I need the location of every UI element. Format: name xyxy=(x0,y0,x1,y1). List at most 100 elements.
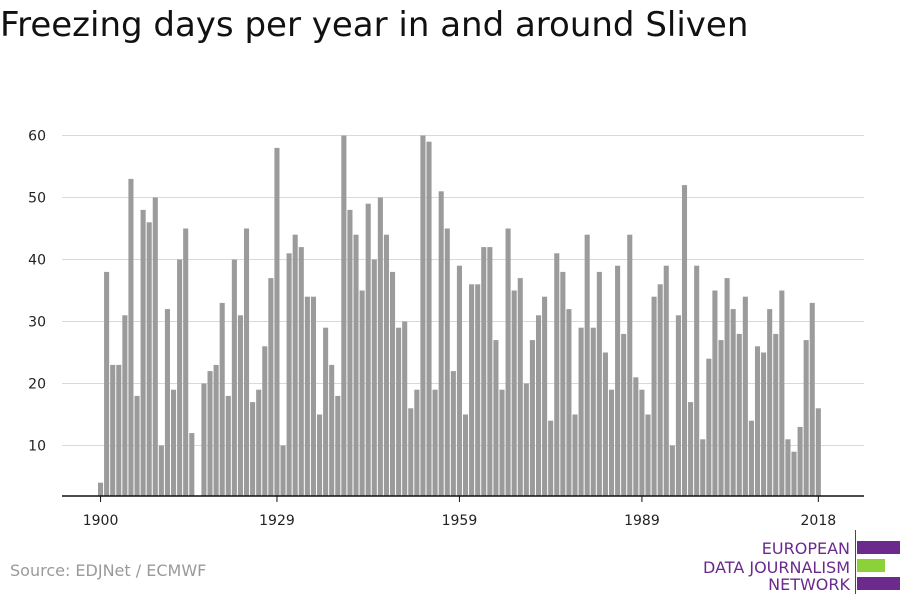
bar-1984[interactable] xyxy=(608,389,615,496)
bar-1972[interactable] xyxy=(535,315,542,496)
bar-1938[interactable] xyxy=(329,364,335,496)
bar-1956[interactable] xyxy=(438,191,444,497)
bar-1911[interactable] xyxy=(164,309,170,496)
bar-1959[interactable] xyxy=(456,265,462,496)
bar-1986[interactable] xyxy=(621,333,627,496)
bar-1935[interactable] xyxy=(310,296,316,496)
bar-1964[interactable] xyxy=(487,247,493,496)
bar-1952[interactable] xyxy=(414,389,420,496)
bar-1903[interactable] xyxy=(116,364,122,496)
bar-1947[interactable] xyxy=(383,234,389,496)
bar-1993[interactable] xyxy=(663,265,669,496)
bar-1923[interactable] xyxy=(237,315,243,496)
bar-1940[interactable] xyxy=(341,135,347,497)
bar-1926[interactable] xyxy=(256,389,262,496)
bar-1994[interactable] xyxy=(669,445,675,497)
bar-1977[interactable] xyxy=(566,309,572,496)
bar-1912[interactable] xyxy=(171,389,177,496)
bar-1933[interactable] xyxy=(298,247,304,496)
bar-1949[interactable] xyxy=(396,327,402,496)
bar-1955[interactable] xyxy=(432,389,438,496)
bar-1973[interactable] xyxy=(542,296,548,496)
edjnet-logo[interactable]: EUROPEAN DATA JOURNALISM NETWORK xyxy=(700,530,900,600)
bar-2007[interactable] xyxy=(748,420,754,496)
bar-2013[interactable] xyxy=(785,439,791,496)
bar-1913[interactable] xyxy=(177,259,183,497)
bar-2004[interactable] xyxy=(730,309,736,496)
bar-2008[interactable] xyxy=(754,346,761,496)
bar-1979[interactable] xyxy=(578,327,584,496)
bar-1966[interactable] xyxy=(499,389,505,496)
bar-1908[interactable] xyxy=(146,222,152,497)
bar-1929[interactable] xyxy=(274,147,280,496)
bar-1953[interactable] xyxy=(420,135,426,497)
bar-1948[interactable] xyxy=(389,271,396,496)
bar-2010[interactable] xyxy=(767,309,773,496)
bar-1971[interactable] xyxy=(529,340,535,496)
bar-1969[interactable] xyxy=(517,278,523,496)
bar-1920[interactable] xyxy=(219,302,225,496)
bar-2006[interactable] xyxy=(742,296,748,496)
bar-1909[interactable] xyxy=(152,197,158,497)
bar-1954[interactable] xyxy=(426,141,432,496)
bar-2005[interactable] xyxy=(736,333,742,496)
bar-1996[interactable] xyxy=(681,185,688,496)
bar-1918[interactable] xyxy=(207,371,213,496)
bar-1987[interactable] xyxy=(627,234,633,496)
bar-1919[interactable] xyxy=(213,364,219,496)
bar-1957[interactable] xyxy=(444,228,450,497)
bar-2000[interactable] xyxy=(706,358,712,496)
bar-1906[interactable] xyxy=(134,395,140,496)
bar-1942[interactable] xyxy=(353,234,359,496)
bar-1910[interactable] xyxy=(158,445,164,497)
bar-1967[interactable] xyxy=(505,228,511,497)
bar-1931[interactable] xyxy=(286,253,292,496)
bar-1963[interactable] xyxy=(481,247,487,496)
bar-1922[interactable] xyxy=(231,259,237,497)
bar-1951[interactable] xyxy=(408,408,414,496)
bar-1936[interactable] xyxy=(316,414,323,497)
bar-1983[interactable] xyxy=(602,352,608,497)
bar-1945[interactable] xyxy=(371,259,377,497)
bar-2014[interactable] xyxy=(791,451,797,496)
bar-1968[interactable] xyxy=(511,290,517,497)
bar-1921[interactable] xyxy=(225,395,231,496)
bar-1999[interactable] xyxy=(700,439,706,496)
bar-1917[interactable] xyxy=(201,383,207,497)
bar-1924[interactable] xyxy=(243,228,250,497)
bar-1902[interactable] xyxy=(110,364,116,496)
bar-1907[interactable] xyxy=(140,209,146,496)
bar-1976[interactable] xyxy=(560,271,566,496)
bar-1982[interactable] xyxy=(596,271,602,496)
bar-1937[interactable] xyxy=(323,327,329,496)
bar-1928[interactable] xyxy=(268,278,274,496)
bar-1934[interactable] xyxy=(304,296,310,496)
bar-1914[interactable] xyxy=(183,228,189,497)
bar-1970[interactable] xyxy=(523,383,529,497)
bar-1961[interactable] xyxy=(469,284,475,496)
bar-2011[interactable] xyxy=(773,333,779,496)
bar-1939[interactable] xyxy=(335,395,341,496)
bar-1992[interactable] xyxy=(657,284,663,496)
bar-2002[interactable] xyxy=(718,340,724,496)
bar-1988[interactable] xyxy=(633,377,639,496)
bar-2015[interactable] xyxy=(797,426,803,496)
bar-2001[interactable] xyxy=(712,290,718,497)
bar-1958[interactable] xyxy=(450,371,456,496)
bar-1965[interactable] xyxy=(493,340,499,496)
bar-1998[interactable] xyxy=(694,265,700,496)
bar-2017[interactable] xyxy=(809,302,815,496)
bar-1900[interactable] xyxy=(98,482,104,496)
bar-1997[interactable] xyxy=(688,402,694,496)
bar-1991[interactable] xyxy=(651,296,657,496)
bar-1932[interactable] xyxy=(292,234,298,496)
bar-1930[interactable] xyxy=(280,445,286,497)
bar-1927[interactable] xyxy=(262,346,268,496)
bar-2009[interactable] xyxy=(761,352,767,497)
bar-1990[interactable] xyxy=(645,414,651,497)
bar-1915[interactable] xyxy=(189,433,195,496)
bar-1975[interactable] xyxy=(554,253,560,496)
bar-1901[interactable] xyxy=(104,271,110,496)
bar-2012[interactable] xyxy=(779,290,785,497)
bar-1904[interactable] xyxy=(122,315,128,496)
